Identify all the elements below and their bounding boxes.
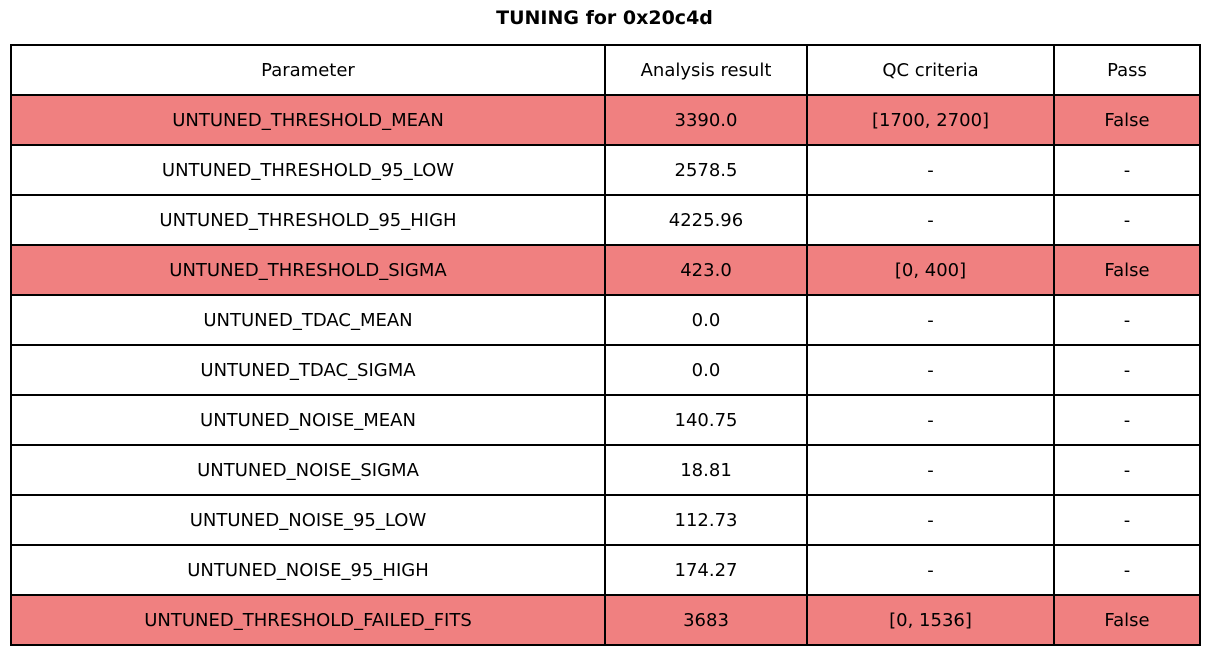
pass-cell: - (1053, 294, 1201, 346)
pass-cell: - (1053, 194, 1201, 246)
pass-cell: - (1053, 444, 1201, 496)
table-row: UNTUNED_NOISE_95_HIGH 174.27- - (10, 544, 1201, 596)
analysis-result-cell: 423.0 (604, 244, 808, 296)
qc-criteria-cell: [1700, 2700] (806, 94, 1055, 146)
header-row: Parameter Analysis result QC criteria Pass (10, 44, 1201, 96)
table-row: UNTUNED_NOISE_MEAN 140.75- - (10, 394, 1201, 446)
pass-cell: - (1053, 344, 1201, 396)
pass-cell: - (1053, 144, 1201, 196)
qc-criteria-cell: [0, 1536] (806, 594, 1055, 646)
analysis-result-cell: 174.27 (604, 544, 808, 596)
parameter-cell: UNTUNED_TDAC_SIGMA (10, 344, 606, 396)
qc-criteria-cell: - (806, 494, 1055, 546)
analysis-result-cell: 140.75 (604, 394, 808, 446)
parameter-cell: UNTUNED_NOISE_95_HIGH (10, 544, 606, 596)
table-row: UNTUNED_THRESHOLD_SIGMA 423.0 [0, 400] Fals… (10, 244, 1201, 296)
qc-criteria-cell: - (806, 394, 1055, 446)
column-header-pass: Pass (1053, 44, 1201, 96)
column-header-parameter: Parameter (10, 44, 606, 96)
qc-criteria-cell: - (806, 544, 1055, 596)
table-row: UNTUNED_THRESHOLD_95_HIGH 4225.96- - (10, 194, 1201, 246)
pass-cell: False (1053, 244, 1201, 296)
analysis-result-cell: 3683 (604, 594, 808, 646)
analysis-result-cell: 3390.0 (604, 94, 808, 146)
parameter-cell: UNTUNED_NOISE_95_LOW (10, 494, 606, 546)
pass-cell: - (1053, 494, 1201, 546)
analysis-result-cell: 0.0 (604, 294, 808, 346)
table-row: UNTUNED_NOISE_95_LOW 112.73- - (10, 494, 1201, 546)
qc-criteria-cell: - (806, 344, 1055, 396)
table-body: UNTUNED_THRESHOLD_MEAN 3390.0 [1700, 2700]… (10, 94, 1201, 646)
table-row: UNTUNED_TDAC_SIGMA 0.0- - (10, 344, 1201, 396)
table-row: UNTUNED_TDAC_MEAN 0.0- - (10, 294, 1201, 346)
column-header-qc-criteria: QC criteria (806, 44, 1055, 96)
pass-cell: - (1053, 394, 1201, 446)
parameter-cell: UNTUNED_THRESHOLD_95_HIGH (10, 194, 606, 246)
parameter-cell: UNTUNED_THRESHOLD_95_LOW (10, 144, 606, 196)
parameter-cell: UNTUNED_TDAC_MEAN (10, 294, 606, 346)
analysis-result-cell: 2578.5 (604, 144, 808, 196)
qc-criteria-cell: - (806, 194, 1055, 246)
table-row: UNTUNED_THRESHOLD_FAILED_FITS 3683 [0, 153… (10, 594, 1201, 646)
parameter-cell: UNTUNED_THRESHOLD_MEAN (10, 94, 606, 146)
table-row: UNTUNED_THRESHOLD_95_LOW 2578.5- - (10, 144, 1201, 196)
parameter-cell: UNTUNED_THRESHOLD_FAILED_FITS (10, 594, 606, 646)
analysis-result-cell: 0.0 (604, 344, 808, 396)
qc-results-table: Parameter Analysis result QC criteria Pass … (10, 44, 1201, 646)
parameter-cell: UNTUNED_THRESHOLD_SIGMA (10, 244, 606, 296)
qc-criteria-cell: [0, 400] (806, 244, 1055, 296)
analysis-result-cell: 18.81 (604, 444, 808, 496)
pass-cell: False (1053, 94, 1201, 146)
analysis-result-cell: 4225.96 (604, 194, 808, 246)
pass-cell: False (1053, 594, 1201, 646)
table-row: UNTUNED_NOISE_SIGMA 18.81- - (10, 444, 1201, 496)
qc-criteria-cell: - (806, 144, 1055, 196)
analysis-result-cell: 112.73 (604, 494, 808, 546)
table-row: UNTUNED_THRESHOLD_MEAN 3390.0 [1700, 2700]… (10, 94, 1201, 146)
pass-cell: - (1053, 544, 1201, 596)
qc-criteria-cell: - (806, 444, 1055, 496)
qc-criteria-cell: - (806, 294, 1055, 346)
parameter-cell: UNTUNED_NOISE_SIGMA (10, 444, 606, 496)
figure-title: TUNING for 0x20c4d (496, 7, 713, 29)
column-header-analysis-result: Analysis result (604, 44, 808, 96)
parameter-cell: UNTUNED_NOISE_MEAN (10, 394, 606, 446)
